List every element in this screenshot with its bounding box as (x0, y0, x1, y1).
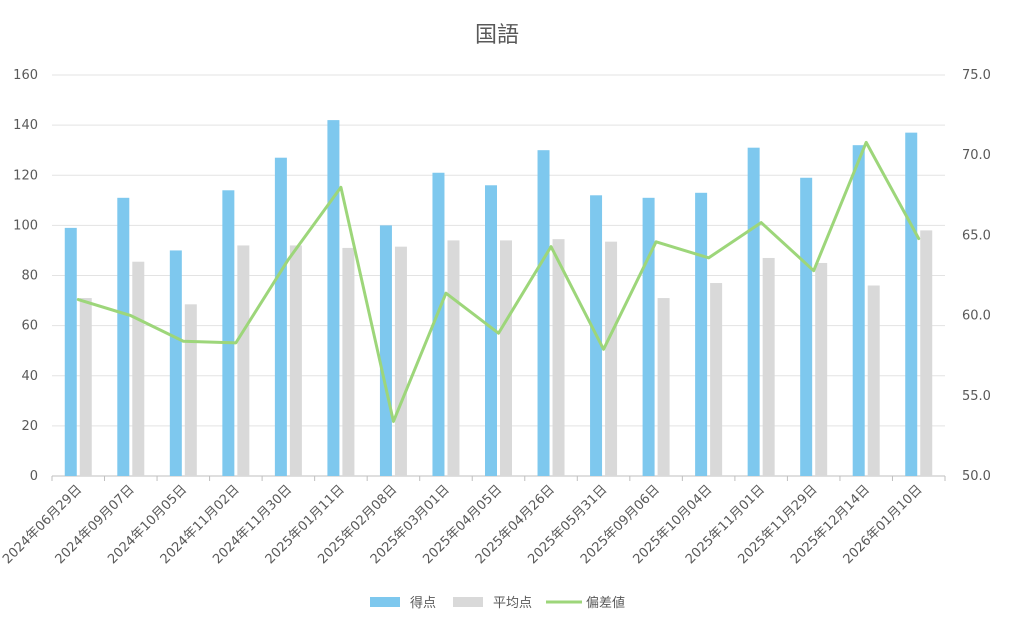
left-axis-tick-label: 100 (13, 218, 38, 233)
left-axis-tick-label: 60 (21, 319, 38, 334)
bar-average (815, 262, 828, 476)
right-axis: 50.0 55.0 60.0 65.0 70.0 75.0 (962, 68, 991, 484)
right-axis-tick-label: 70.0 (962, 148, 991, 163)
bar-score (327, 120, 340, 477)
bar-score (747, 147, 760, 476)
bar-average (710, 283, 723, 476)
left-axis-tick-label: 40 (21, 369, 38, 384)
right-axis-tick-label: 60.0 (962, 309, 991, 324)
right-axis-tick-label: 55.0 (962, 389, 991, 404)
bar-score (800, 177, 813, 476)
left-axis-tick-label: 160 (13, 68, 38, 83)
legend-label: 得点 (410, 595, 436, 611)
line-series (76, 140, 921, 423)
legend-swatch (370, 597, 400, 607)
legend-swatch (453, 597, 483, 607)
bar-average (657, 298, 670, 476)
bar-average (920, 230, 933, 476)
bar-average (289, 245, 302, 476)
legend-item: 偏差値 (546, 595, 625, 611)
bar-score (169, 250, 182, 476)
gridlines (52, 74, 945, 477)
left-axis-tick-label: 120 (13, 168, 38, 183)
bar-score (485, 185, 497, 476)
bar-score (274, 157, 287, 477)
left-axis-tick-label: 140 (13, 118, 38, 133)
bar-average (184, 304, 197, 476)
left-axis: 0 20 40 60 80 100 120 140 160 (13, 68, 38, 484)
right-axis-tick-label: 75.0 (962, 68, 991, 83)
bar-average (79, 298, 92, 476)
legend: 得点 平均点 偏差値 (370, 595, 625, 611)
bar-score (537, 150, 550, 476)
legend-label: 偏差値 (586, 595, 625, 611)
bar-average (762, 257, 775, 476)
bar-average (867, 285, 880, 476)
bar-average (394, 246, 407, 476)
bar-score (642, 197, 655, 476)
right-axis-tick-label: 65.0 (962, 228, 991, 243)
bar-score (432, 172, 445, 476)
legend-label: 平均点 (493, 596, 532, 611)
bar-score (852, 145, 865, 477)
chart-title: 国語 (475, 23, 519, 48)
legend-item: 平均点 (453, 596, 532, 611)
bar-average (132, 261, 145, 476)
x-axis: 2024年06月29日2024年09月07日2024年10月05日2024年11… (0, 476, 946, 567)
line-deviation (76, 140, 921, 423)
bar-average (605, 241, 618, 476)
bar-score (695, 192, 708, 476)
bars (64, 120, 933, 477)
bar-score (117, 197, 130, 476)
left-axis-tick-label: 20 (21, 419, 38, 434)
left-axis-tick-label: 80 (21, 269, 38, 284)
bar-average (447, 240, 460, 476)
bar-score (222, 190, 235, 476)
right-axis-tick-label: 50.0 (962, 469, 991, 484)
bar-average (237, 245, 250, 476)
bar-score (64, 227, 77, 476)
left-axis-tick-label: 0 (30, 469, 38, 484)
bar-average (342, 247, 355, 476)
bar-score (379, 225, 392, 476)
legend-item: 得点 (370, 595, 436, 611)
bar-average (500, 240, 512, 476)
bar-score (905, 132, 918, 477)
bar-average (552, 239, 565, 476)
